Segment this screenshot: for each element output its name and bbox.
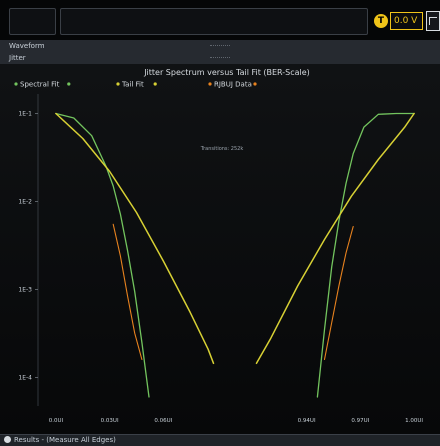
waveform-drag-grip[interactable]	[210, 45, 230, 48]
y-tick-label: 1E-2	[18, 199, 32, 206]
x-tick-label: 0.03UI	[101, 418, 119, 424]
toolbar-slot-main[interactable]	[60, 8, 368, 35]
jitter-plot-area[interactable]: Jitter Spectrum versus Tail Fit (BER-Sca…	[0, 64, 440, 434]
legend-marker	[116, 82, 120, 86]
legend-label: Tail Fit	[121, 81, 144, 89]
legend-marker	[208, 82, 212, 86]
jitter-panel-title: Jitter	[9, 54, 26, 62]
toolbar-slot-left[interactable]	[9, 8, 56, 35]
x-tick-label: 0.94UI	[298, 418, 316, 424]
top-toolbar: T 0.0 V	[0, 0, 440, 40]
series-line-spectral-fit-right	[316, 112, 415, 398]
x-tick-label: 0.97UI	[351, 418, 369, 424]
chart-title: Jitter Spectrum versus Tail Fit (BER-Sca…	[143, 68, 310, 77]
trigger-edge-icon[interactable]	[426, 11, 440, 31]
results-label: Results - (Measure All Edges)	[14, 436, 116, 444]
y-tick-label: 1E-4	[18, 375, 32, 382]
x-tick-label: 1.00UI	[405, 418, 423, 424]
chart-series	[55, 112, 415, 398]
y-tick-label: 1E-3	[18, 287, 32, 294]
legend-marker-trailing	[253, 82, 257, 86]
chart-axes: 1E-1 1E-2 1E-3 1E-4 0.0UI 0.03UI 0.06UI 0.94UI 0…	[18, 94, 423, 424]
results-bar[interactable]: Results - (Measure All Edges)	[0, 434, 440, 446]
chart-legend: Spectral Fit Tail Fit RJBUJ Data	[14, 81, 257, 89]
results-settings-icon[interactable]	[4, 436, 11, 443]
legend-label: Spectral Fit	[20, 81, 60, 89]
legend-marker	[14, 82, 18, 86]
jitter-chart: Jitter Spectrum versus Tail Fit (BER-Sca…	[0, 64, 440, 434]
trigger-level-field[interactable]: 0.0 V	[390, 12, 423, 30]
series-line-rjbuj-data-right	[323, 225, 354, 361]
x-tick-label: 0.06UI	[154, 418, 172, 424]
series-line-tail-fit-right	[255, 112, 415, 365]
legend-marker-trailing	[153, 82, 157, 86]
x-tick-label: 0.0UI	[49, 418, 64, 424]
series-line-tail-fit-left	[55, 112, 215, 365]
y-tick-label: 1E-1	[18, 110, 32, 117]
legend-label: RJBUJ Data	[214, 81, 252, 89]
legend-marker-trailing	[67, 82, 71, 86]
trigger-badge[interactable]: T	[374, 14, 388, 28]
series-line-rjbuj-data-left	[112, 223, 143, 361]
jitter-drag-grip[interactable]	[210, 57, 230, 60]
series-line-spectral-fit-left	[55, 112, 150, 398]
transitions-annotation: Transitions: 252k	[200, 146, 244, 152]
waveform-panel-title: Waveform	[9, 42, 45, 50]
